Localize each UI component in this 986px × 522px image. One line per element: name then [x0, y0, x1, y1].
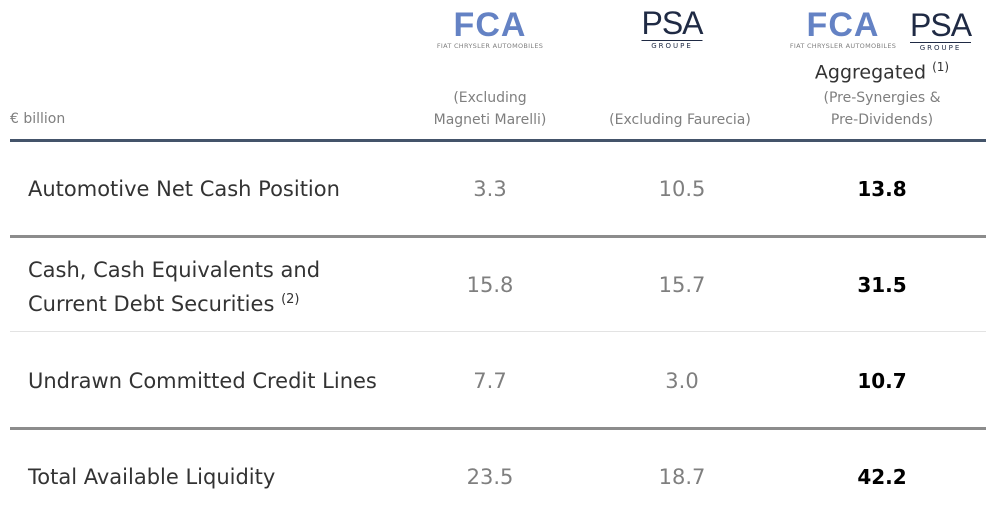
- logo-tagline: GROUPE: [910, 42, 972, 52]
- cell-value: 10.5: [658, 177, 706, 201]
- logo: FCA FIAT CHRYSLER AUTOMOBILES: [790, 8, 896, 50]
- label-line: Undrawn Committed Credit Lines: [28, 368, 377, 393]
- cell-value: 15.8: [466, 273, 514, 297]
- cell-value: 15.7: [658, 273, 706, 297]
- row-rule: [10, 235, 986, 238]
- cell-value: 10.7: [857, 369, 907, 393]
- row-label: Undrawn Committed Credit Lines: [28, 367, 377, 396]
- row-rule: [10, 331, 986, 332]
- header-rule: [10, 139, 986, 142]
- title-text: Aggregated: [814, 61, 927, 84]
- cell-value: 7.7: [473, 369, 507, 393]
- label-line: Cash, Cash Equivalents and: [28, 258, 321, 282]
- row-label: Automotive Net Cash Position: [28, 175, 340, 204]
- label-line: Total Available Liquidity: [28, 464, 276, 489]
- row-label: Cash, Cash Equivalents and Current Debt S…: [28, 256, 320, 319]
- logo-name: FCA: [453, 6, 527, 44]
- subtitle-line: (Pre-Synergies &: [823, 90, 941, 106]
- subtitle-line: (Excluding Faurecia): [609, 112, 751, 128]
- logo-name: PSA: [910, 7, 972, 43]
- subtitle-line: Pre-Dividends): [830, 112, 934, 128]
- logo-tagline: FIAT CHRYSLER AUTOMOBILES: [789, 42, 897, 50]
- subtitle-line: Magneti Marelli): [433, 112, 547, 128]
- cell-value: 42.2: [857, 465, 907, 489]
- column-subtitle: (Excluding Magneti Marelli): [434, 87, 547, 131]
- label-line: Current Debt Securities (2): [28, 292, 300, 316]
- cell-value: 18.7: [658, 465, 706, 489]
- logo: FCA FIAT CHRYSLER AUTOMOBILES: [437, 8, 543, 50]
- cell-value: 31.5: [857, 273, 907, 297]
- footnote-ref: (1): [932, 60, 950, 74]
- cell-value: 23.5: [466, 465, 514, 489]
- logo-tagline: FIAT CHRYSLER AUTOMOBILES: [436, 42, 544, 50]
- logo-tagline: GROUPE: [641, 40, 703, 50]
- logo: PSA GROUPE: [641, 5, 704, 50]
- logo-name: FCA: [806, 6, 880, 44]
- row-label: Total Available Liquidity: [28, 463, 275, 492]
- column-subtitle: (Pre-Synergies & Pre-Dividends): [824, 87, 941, 131]
- label-line: Automotive Net Cash Position: [28, 176, 340, 201]
- column-title: Aggregated (1): [815, 60, 949, 83]
- row-rule: [10, 427, 986, 430]
- column-subtitle: (Excluding Faurecia): [609, 109, 751, 131]
- cell-value: 13.8: [857, 177, 907, 201]
- subtitle-line: (Excluding: [453, 90, 527, 106]
- cell-value: 3.3: [473, 177, 507, 201]
- cell-value: 3.0: [665, 369, 699, 393]
- logo: PSA GROUPE: [910, 7, 972, 52]
- footnote-ref: (2): [281, 292, 300, 307]
- logo-name: PSA: [641, 5, 703, 41]
- unit-label: € billion: [10, 111, 66, 127]
